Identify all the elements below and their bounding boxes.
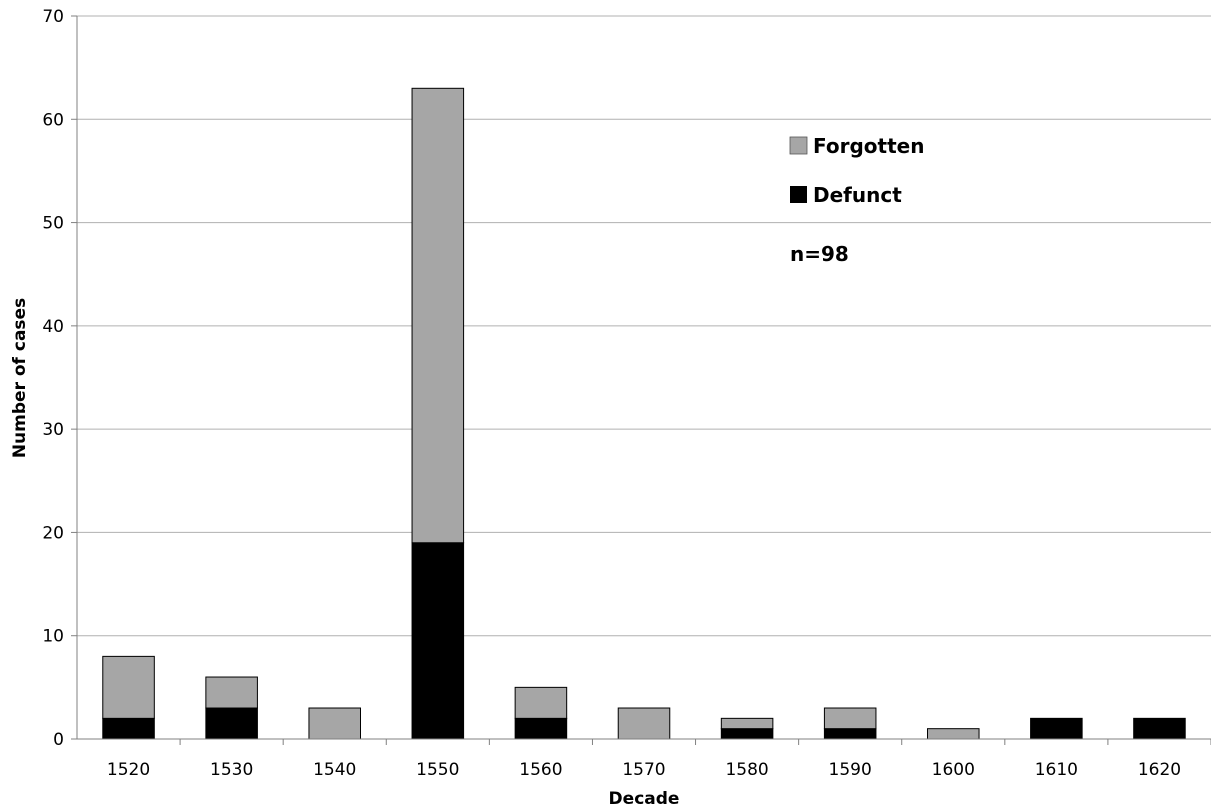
x-tick-label: 1560 xyxy=(519,760,562,780)
axes xyxy=(76,16,1211,740)
y-tick-label: 10 xyxy=(42,627,64,647)
legend-swatch-defunct xyxy=(790,186,807,203)
bar-defunct-1580 xyxy=(720,728,774,740)
y-axis-title: Number of cases xyxy=(10,298,30,458)
x-tick-label: 1600 xyxy=(932,760,975,780)
bar-defunct-1550 xyxy=(411,542,465,740)
bar-defunct-1610 xyxy=(1030,717,1083,740)
bar-forgotten-1600 xyxy=(927,728,980,740)
x-tick-label: 1550 xyxy=(416,760,459,780)
y-tick-label: 20 xyxy=(42,523,64,543)
x-tick-label: 1540 xyxy=(313,760,356,780)
bar-forgotten-1590 xyxy=(823,707,877,730)
x-tick-label: 1520 xyxy=(107,760,150,780)
x-tick-label: 1530 xyxy=(210,760,253,780)
y-tick-label: 30 xyxy=(42,420,64,440)
bar-forgotten-1580 xyxy=(720,717,774,730)
bar-defunct-1590 xyxy=(823,728,877,740)
x-tick-label: 1620 xyxy=(1138,760,1181,780)
x-tick-label: 1590 xyxy=(829,760,872,780)
x-tick-labels: 1520 1530 1540 1550 1560 1570 1580 1590 1600 1610… xyxy=(107,739,1211,780)
bars xyxy=(102,87,1186,740)
y-tick-label: 0 xyxy=(53,730,64,750)
x-tick-label: 1610 xyxy=(1035,760,1078,780)
bar-forgotten-1550 xyxy=(411,87,465,544)
x-axis-title: Decade xyxy=(609,789,680,807)
bar-defunct-1520 xyxy=(102,717,155,740)
bar-defunct-1620 xyxy=(1133,717,1186,740)
y-tick-label: 70 xyxy=(42,7,64,27)
bar-defunct-1560 xyxy=(514,717,568,740)
y-tick-label: 40 xyxy=(42,317,64,337)
y-tick-labels: 0 10 20 30 40 50 60 70 xyxy=(42,7,64,750)
bar-defunct-1530 xyxy=(205,707,258,740)
y-tick-label: 60 xyxy=(42,110,64,130)
bar-forgotten-1560 xyxy=(514,686,568,719)
x-tick-label: 1570 xyxy=(622,760,665,780)
legend-label-defunct: Defunct xyxy=(813,183,902,207)
sample-size-annotation: n=98 xyxy=(790,242,849,266)
bar-forgotten-1570 xyxy=(617,707,671,740)
x-tick-label: 1580 xyxy=(725,760,768,780)
y-tick-label: 50 xyxy=(42,214,64,234)
legend-label-forgotten: Forgotten xyxy=(813,134,924,158)
bar-forgotten-1530 xyxy=(205,676,258,709)
bar-forgotten-1540 xyxy=(308,707,362,740)
legend: Forgotten Defunct n=98 xyxy=(789,134,924,266)
bar-forgotten-1520 xyxy=(102,655,155,719)
gridlines xyxy=(71,15,1211,740)
legend-swatch-forgotten xyxy=(789,136,808,155)
